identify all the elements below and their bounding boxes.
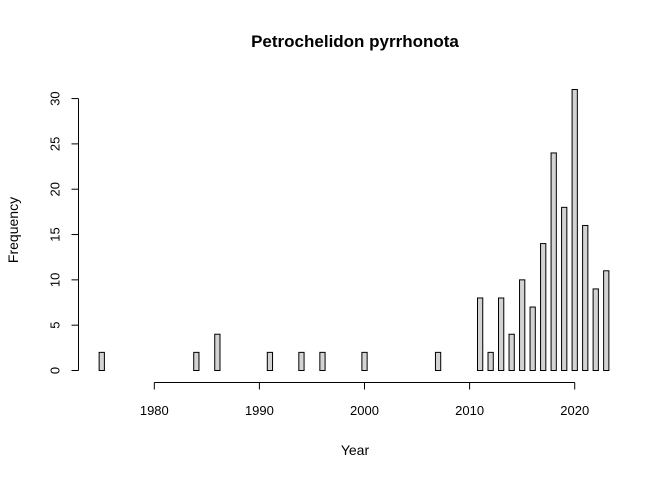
x-axis-label: Year [341, 442, 370, 458]
bar-2020 [572, 90, 577, 371]
bar-2000 [362, 352, 367, 370]
y-axis: 0 5 10 15 20 25 30 [48, 91, 79, 374]
bar-1975 [99, 352, 104, 370]
bar-2014 [509, 334, 514, 370]
bar-2022 [593, 289, 598, 371]
bars-group [99, 90, 609, 371]
bar-1994 [299, 352, 304, 370]
bar-2021 [583, 225, 588, 370]
bar-2007 [435, 352, 440, 370]
bar-2017 [541, 244, 546, 371]
x-tick-label-2000: 2000 [350, 403, 379, 418]
bar-2019 [562, 207, 567, 370]
y-axis-label: Frequency [5, 197, 21, 263]
chart-title: Petrochelidon pyrrhonota [251, 32, 459, 51]
bar-2018 [551, 153, 556, 371]
x-tick-label-2010: 2010 [455, 403, 484, 418]
bar-2015 [520, 280, 525, 371]
bar-2012 [488, 352, 493, 370]
bar-2023 [604, 271, 609, 371]
x-tick-label-1980: 1980 [140, 403, 169, 418]
bar-1991 [267, 352, 272, 370]
bar-1986 [215, 334, 220, 370]
x-tick-label-2020: 2020 [560, 403, 589, 418]
y-tick-label-20: 20 [48, 182, 63, 196]
y-tick-label-25: 25 [48, 137, 63, 151]
y-tick-label-30: 30 [48, 91, 63, 105]
bar-1984 [194, 352, 199, 370]
y-tick-label-15: 15 [48, 227, 63, 241]
x-tick-label-1990: 1990 [245, 403, 274, 418]
bar-1996 [320, 352, 325, 370]
bar-2011 [477, 298, 482, 371]
y-tick-label-5: 5 [48, 322, 63, 329]
bar-2013 [499, 298, 504, 371]
bar-2016 [530, 307, 535, 370]
y-tick-label-10: 10 [48, 273, 63, 287]
x-axis: 1980 1990 2000 2010 2020 [140, 383, 589, 419]
y-tick-label-0: 0 [48, 367, 63, 374]
